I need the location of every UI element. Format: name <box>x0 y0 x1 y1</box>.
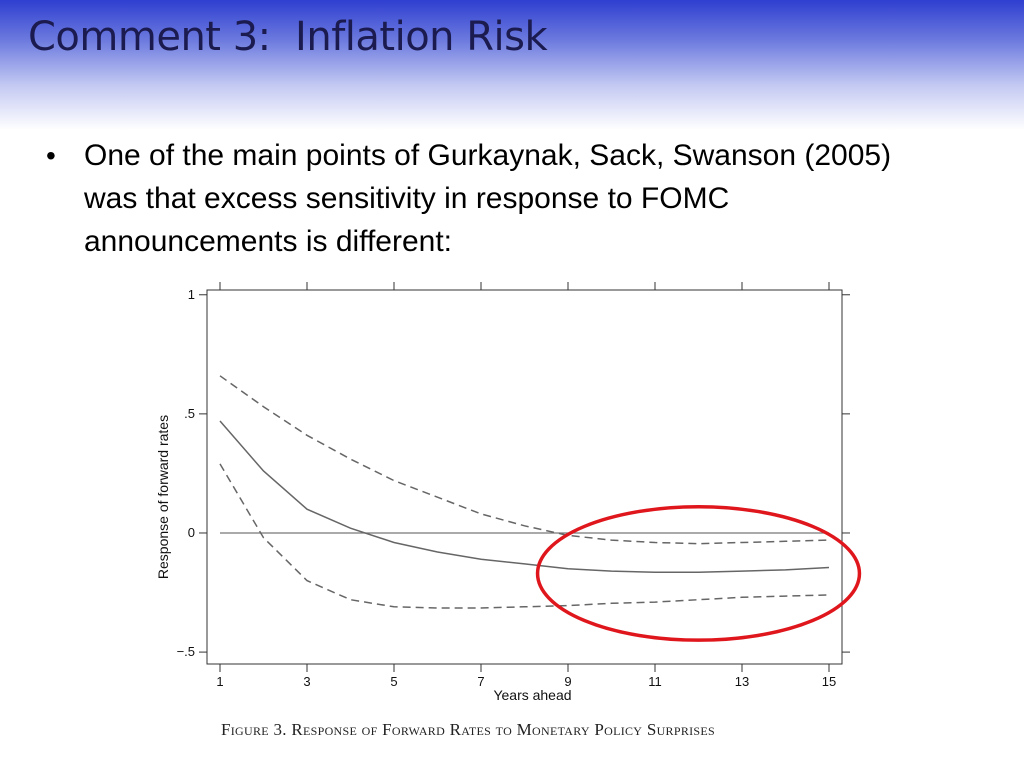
bullet-dot: • <box>46 140 56 171</box>
point-estimate-line <box>219 420 830 574</box>
upper-band-line <box>219 375 830 545</box>
x-tick-label: 9 <box>564 674 571 689</box>
x-tick-label: 13 <box>735 674 749 689</box>
y-tick-label: .5 <box>184 406 195 421</box>
y-tick-label: 0 <box>188 525 195 540</box>
header-band <box>0 0 1024 130</box>
slide-title: Comment 3: Inflation Risk <box>28 14 548 60</box>
x-tick-label: 7 <box>477 674 484 689</box>
y-axis-label: Response of forward rates <box>155 415 171 579</box>
y-tick-label: −.5 <box>177 644 195 659</box>
x-tick-label: 5 <box>390 674 397 689</box>
lower-band-line <box>219 463 830 609</box>
bullet-list: • One of the main points of Gurkaynak, S… <box>46 134 976 263</box>
bullet-text: One of the main points of Gurkaynak, Sac… <box>84 139 892 258</box>
plot-frame <box>206 289 843 665</box>
bullet-item: • One of the main points of Gurkaynak, S… <box>46 134 976 263</box>
highlight-ellipse <box>535 505 862 642</box>
x-tick-label: 11 <box>648 674 662 689</box>
x-axis-label: Years ahead <box>493 687 571 703</box>
figure-caption: Figure 3. Response of Forward Rates to M… <box>221 720 716 739</box>
x-tick-label: 3 <box>303 674 310 689</box>
y-tick-label: 1 <box>188 287 195 302</box>
x-tick-label: 1 <box>216 674 223 689</box>
x-tick-label: 15 <box>822 674 836 689</box>
